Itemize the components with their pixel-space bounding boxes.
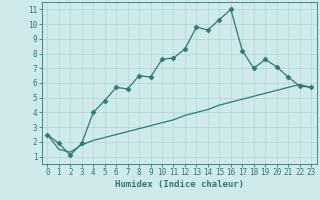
X-axis label: Humidex (Indice chaleur): Humidex (Indice chaleur) (115, 180, 244, 189)
